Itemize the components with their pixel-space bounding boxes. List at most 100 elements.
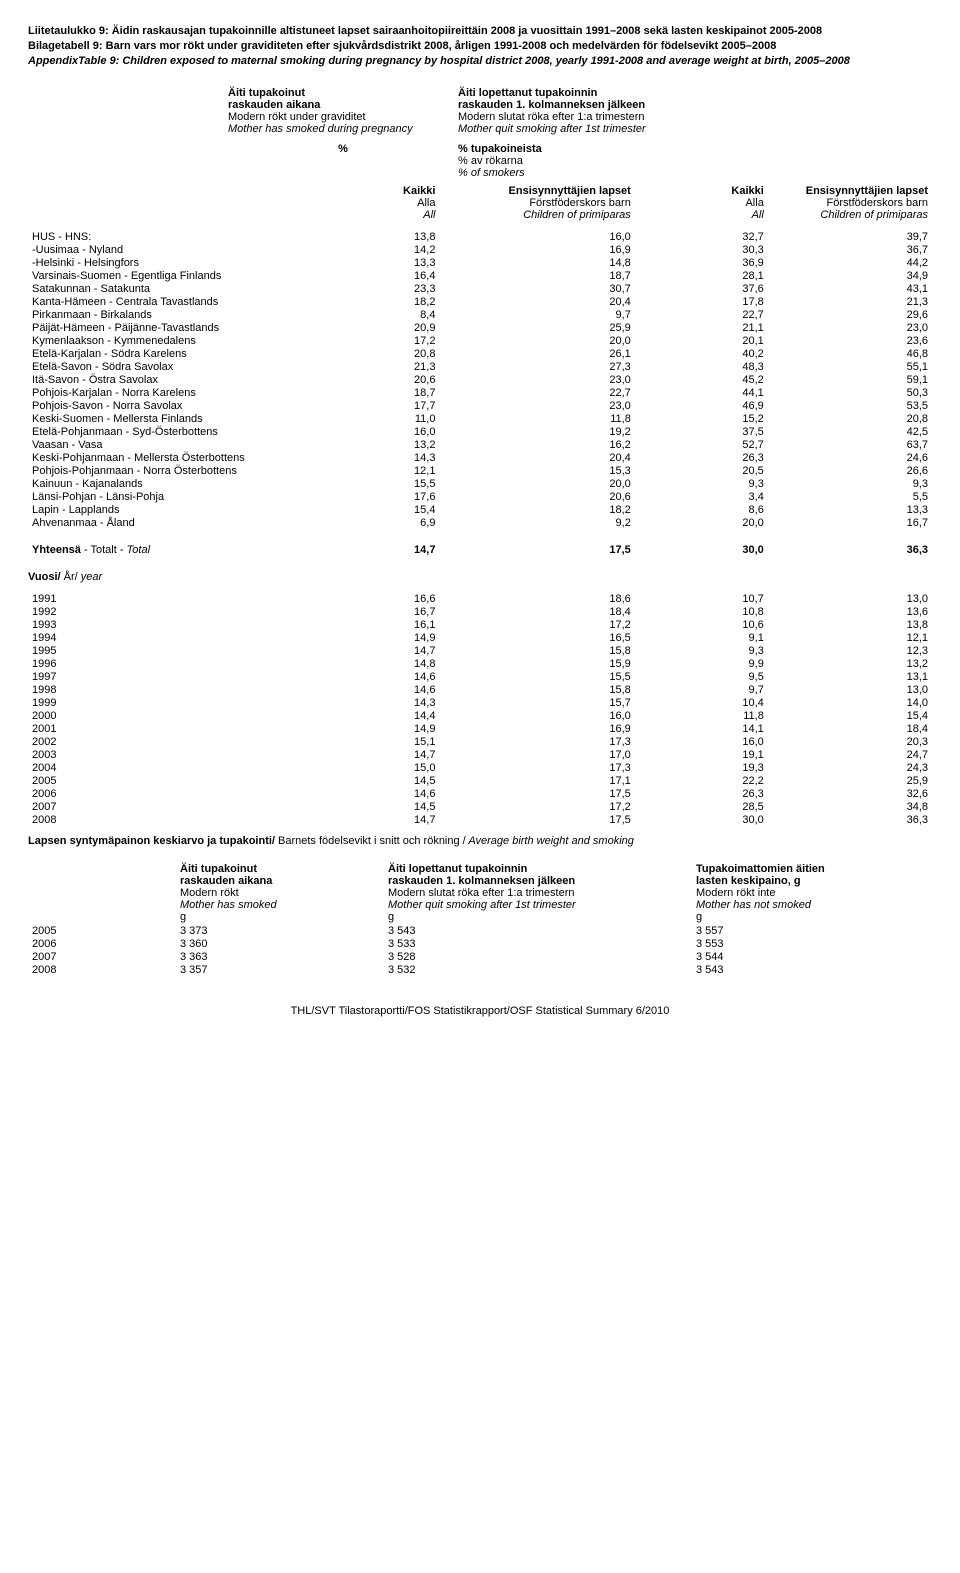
row-label: 1996 bbox=[28, 658, 338, 671]
wc2-sv: Modern slutat röka efter 1:a trimestern bbox=[384, 887, 692, 899]
row-v2: 37,6 bbox=[635, 283, 768, 296]
row-v1: 14,8 bbox=[439, 257, 634, 270]
wc1-unit: g bbox=[176, 911, 384, 923]
table-row: 2007 14,5 17,2 28,5 34,8 bbox=[28, 801, 932, 814]
row-v2: 15,2 bbox=[635, 413, 768, 426]
row-v2: 32,7 bbox=[635, 231, 768, 244]
row-v0: 15,5 bbox=[338, 478, 440, 491]
row-v3: 26,6 bbox=[768, 465, 932, 478]
row-v1: 23,0 bbox=[439, 400, 634, 413]
row-v1: 17,2 bbox=[439, 619, 634, 632]
row-v1: 17,3 bbox=[439, 762, 634, 775]
row-v1: 26,1 bbox=[439, 348, 634, 361]
row-label: Kanta-Hämeen - Centrala Tavastlands bbox=[28, 296, 338, 309]
sc-ensen-2: Children of primiparas bbox=[768, 209, 932, 221]
row-v1: 16,2 bbox=[439, 439, 634, 452]
row-label: Päijät-Hämeen - Päijänne-Tavastlands bbox=[28, 322, 338, 335]
table-row: Satakunnan - Satakunta 23,3 30,7 37,6 43… bbox=[28, 283, 932, 296]
row-label: 1991 bbox=[28, 593, 338, 606]
weight-sv: Barnets födelsevikt i snitt och rökning … bbox=[275, 835, 466, 847]
row-v0: 11,0 bbox=[338, 413, 440, 426]
row-v1: 20,0 bbox=[439, 478, 634, 491]
row-label: 1997 bbox=[28, 671, 338, 684]
row-v2: 28,1 bbox=[635, 270, 768, 283]
row-v2: 20,5 bbox=[635, 465, 768, 478]
row-v1: 20,6 bbox=[439, 491, 634, 504]
row-v3: 12,1 bbox=[768, 632, 932, 645]
sc-kaikki-2: Kaikki bbox=[635, 185, 768, 197]
wc3-fi2: lasten keskipaino, g bbox=[692, 875, 932, 887]
row-label: Pirkanmaan - Birkalands bbox=[28, 309, 338, 322]
row-v0: 20,8 bbox=[338, 348, 440, 361]
row-v2: 10,6 bbox=[635, 619, 768, 632]
row-label: Pohjois-Pohjanmaan - Norra Österbottens bbox=[28, 465, 338, 478]
row-v2: 16,0 bbox=[635, 736, 768, 749]
wc1-en: Mother has smoked bbox=[176, 899, 384, 911]
row-v1: 17,0 bbox=[439, 749, 634, 762]
row-v3: 59,1 bbox=[768, 374, 932, 387]
row-v2: 3 557 bbox=[692, 925, 932, 938]
row-v0: 13,2 bbox=[338, 439, 440, 452]
row-label: Keski-Suomen - Mellersta Finlands bbox=[28, 413, 338, 426]
row-v3: 13,1 bbox=[768, 671, 932, 684]
title-sv: Bilagetabell 9: Barn vars mor rökt under… bbox=[28, 39, 932, 54]
hdr-left-fi1: Äiti tupakoinut bbox=[228, 87, 458, 99]
title-fi: Liitetaulukko 9: Äidin raskausajan tupak… bbox=[28, 24, 932, 39]
row-v0: 20,9 bbox=[338, 322, 440, 335]
row-label: Etelä-Karjalan - Södra Karelens bbox=[28, 348, 338, 361]
table-row: 1997 14,6 15,5 9,5 13,1 bbox=[28, 671, 932, 684]
row-v2: 46,9 bbox=[635, 400, 768, 413]
row-v1: 16,9 bbox=[439, 244, 634, 257]
row-v2: 19,1 bbox=[635, 749, 768, 762]
row-v3: 20,3 bbox=[768, 736, 932, 749]
row-label: 2002 bbox=[28, 736, 338, 749]
table-row: Kainuun - Kajanalands 15,5 20,0 9,3 9,3 bbox=[28, 478, 932, 491]
row-v0: 20,6 bbox=[338, 374, 440, 387]
weight-table: 2005 3 373 3 543 3 5572006 3 360 3 533 3… bbox=[28, 925, 932, 977]
year-fi: Vuosi/ bbox=[28, 571, 61, 583]
row-v1: 17,1 bbox=[439, 775, 634, 788]
sc-alla-1: Alla bbox=[338, 197, 440, 209]
row-v3: 36,7 bbox=[768, 244, 932, 257]
total-table: Yhteensä - Totalt - Total 14,7 17,5 30,0… bbox=[28, 544, 932, 557]
row-v3: 32,6 bbox=[768, 788, 932, 801]
row-v2: 3,4 bbox=[635, 491, 768, 504]
sc-kaikki-1: Kaikki bbox=[338, 185, 440, 197]
row-v1: 16,0 bbox=[439, 710, 634, 723]
row-v0: 14,3 bbox=[338, 452, 440, 465]
wc2-fi1: Äiti lopettanut tupakoinnin bbox=[384, 863, 692, 875]
row-v1: 3 543 bbox=[384, 925, 692, 938]
row-v0: 8,4 bbox=[338, 309, 440, 322]
row-v0: 16,4 bbox=[338, 270, 440, 283]
row-label: Etelä-Savon - Södra Savolax bbox=[28, 361, 338, 374]
row-v3: 9,3 bbox=[768, 478, 932, 491]
table-row: 1993 16,1 17,2 10,6 13,8 bbox=[28, 619, 932, 632]
row-v0: 3 373 bbox=[176, 925, 384, 938]
row-v1: 23,0 bbox=[439, 374, 634, 387]
subcolumn-headers: Kaikki Ensisynnyttäjien lapset Kaikki En… bbox=[28, 185, 932, 221]
row-label: Kymenlaakson - Kymmenedalens bbox=[28, 335, 338, 348]
row-v3: 14,0 bbox=[768, 697, 932, 710]
row-label: 2003 bbox=[28, 749, 338, 762]
row-v0: 16,1 bbox=[338, 619, 440, 632]
table-row: 1994 14,9 16,5 9,1 12,1 bbox=[28, 632, 932, 645]
row-v2: 40,2 bbox=[635, 348, 768, 361]
row-v0: 14,6 bbox=[338, 684, 440, 697]
row-v3: 50,3 bbox=[768, 387, 932, 400]
row-label: 2007 bbox=[28, 951, 176, 964]
column-group-headers: Äiti tupakoinut Äiti lopettanut tupakoin… bbox=[228, 87, 932, 179]
row-label: 2006 bbox=[28, 788, 338, 801]
row-v3: 46,8 bbox=[768, 348, 932, 361]
row-v1: 15,7 bbox=[439, 697, 634, 710]
row-v2: 17,8 bbox=[635, 296, 768, 309]
row-v1: 30,7 bbox=[439, 283, 634, 296]
table-row: -Uusimaa - Nyland 14,2 16,9 30,3 36,7 bbox=[28, 244, 932, 257]
row-v0: 14,7 bbox=[338, 645, 440, 658]
row-v2: 10,8 bbox=[635, 606, 768, 619]
total-v1: 17,5 bbox=[439, 544, 634, 557]
row-v2: 19,3 bbox=[635, 762, 768, 775]
row-v3: 43,1 bbox=[768, 283, 932, 296]
row-v1: 19,2 bbox=[439, 426, 634, 439]
table-row: 2003 14,7 17,0 19,1 24,7 bbox=[28, 749, 932, 762]
row-label: Satakunnan - Satakunta bbox=[28, 283, 338, 296]
